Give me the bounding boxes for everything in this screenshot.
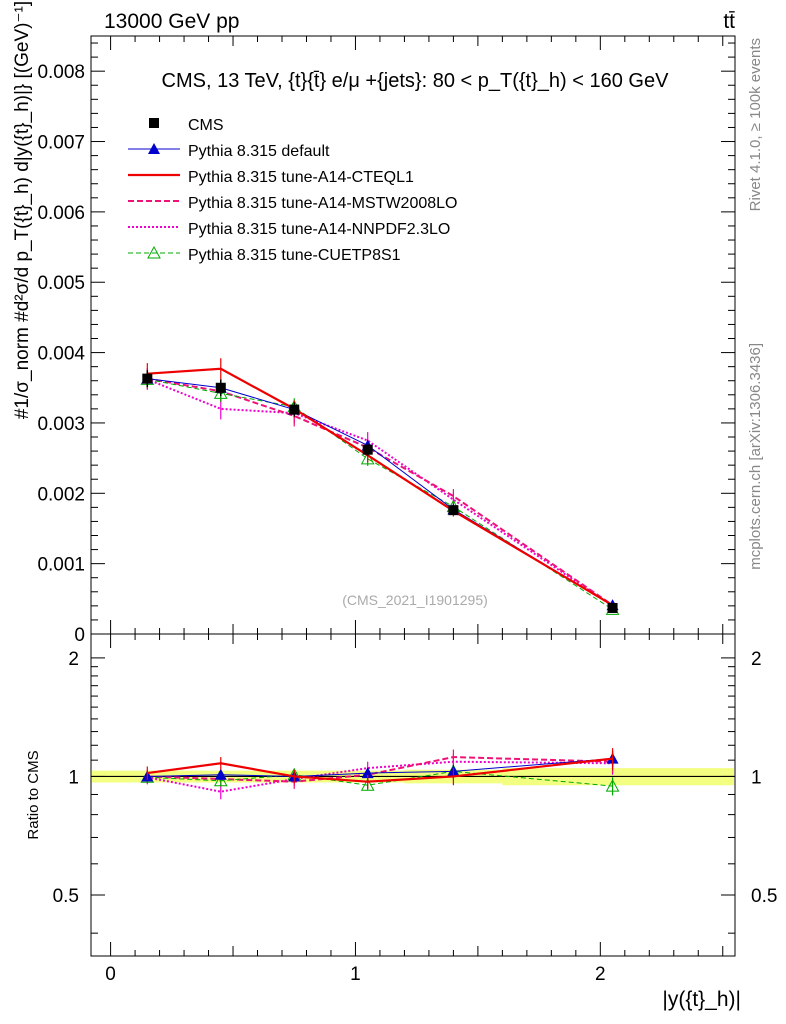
ratio-panel: 0.5 0.5 1 1 2 2 0 1 2 Ratio to CMS |y({t}_h)| — [25, 633, 777, 1011]
legend-marker-cuetp — [147, 245, 161, 259]
main-y-tick-label-5: 0.005 — [37, 273, 85, 294]
header-right-label: tt̄ — [723, 10, 735, 33]
legend-entry-nnpdf: Pythia 8.315 tune-A14-NNPDF2.3LO — [128, 221, 450, 238]
ratio-y-tick-label-1: 1 — [68, 767, 79, 788]
ratio-y-tick-label-right-1: 1 — [751, 767, 762, 788]
ratio-y-tick-label-2: 2 — [68, 649, 79, 670]
main-series-cteql1 — [146, 358, 614, 608]
main-y-tick-label-0: 0 — [74, 625, 85, 646]
main-axis-ticks: 0 0.001 0.002 0.003 0.004 0.005 0.006 0.007 0.00… — [37, 36, 735, 646]
ratio-y-axis-label: Ratio to CMS — [25, 750, 42, 839]
main-line-cteql1 — [147, 367, 614, 607]
ratio-series-cteql1 — [146, 748, 614, 789]
x-tick-label-1: 1 — [350, 964, 361, 985]
main-series-cuetp — [140, 370, 620, 615]
ratio-line-nnpdf — [147, 760, 613, 793]
main-line-cuetp — [147, 378, 613, 610]
main-point-cms-2 — [289, 404, 300, 415]
legend-label-cuetp: Pythia 8.315 tune-CUETP8S1 — [188, 247, 401, 264]
ratio-band — [91, 768, 735, 786]
analysis-watermark: (CMS_2021_I1901295) — [342, 592, 488, 608]
main-point-cms-3 — [362, 444, 373, 455]
main-y-tick-label-7: 0.007 — [37, 133, 85, 154]
main-y-tick-label-4: 0.004 — [37, 344, 85, 365]
ratio-point-cuetp-3 — [360, 778, 375, 791]
x-axis-label: |y({t}_h)| — [662, 988, 741, 1011]
ratio-series-layer — [140, 748, 620, 800]
main-series-default — [141, 372, 619, 611]
main-line-nnpdf — [146, 378, 614, 607]
ratio-axis-ticks: 0.5 0.5 1 1 2 2 0 1 2 — [53, 634, 777, 985]
ratio-y-tick-label-0: 0.5 — [53, 886, 79, 907]
x-tick-label-0: 0 — [105, 964, 116, 985]
legend-label-cms: CMS — [188, 117, 224, 134]
main-point-cms-5 — [607, 602, 618, 613]
main-y-tick-label-6: 0.006 — [37, 203, 85, 224]
main-y-tick-label-3: 0.003 — [37, 414, 85, 435]
legend-label-mstw: Pythia 8.315 tune-A14-MSTW2008LO — [188, 195, 457, 212]
mcplots-label: mcplots.cern.ch [arXiv:1306.3436] — [747, 343, 764, 570]
legend-label-default: Pythia 8.315 default — [188, 143, 330, 160]
legend-entry-cuetp: Pythia 8.315 tune-CUETP8S1 — [128, 245, 401, 264]
main-point-cms-1 — [215, 382, 226, 393]
legend: CMS Pythia 8.315 default Pythia 8.315 tune… — [128, 117, 457, 264]
ratio-point-default-1 — [214, 768, 227, 780]
main-point-cms-4 — [448, 505, 459, 516]
main-series-cms — [142, 370, 618, 613]
main-series-mstw — [146, 368, 614, 608]
main-line-default — [147, 378, 613, 606]
main-point-cuetp-1 — [213, 386, 228, 399]
main-series-layer — [140, 358, 620, 615]
x-tick-label-2: 2 — [595, 964, 606, 985]
main-y-tick-label-1: 0.001 — [37, 555, 85, 576]
legend-entry-cms: CMS — [149, 117, 224, 134]
main-y-axis-label: #1/σ_norm #d²σ/d p_T({t}_h) d|y({t}_h)|}… — [12, 1, 33, 419]
ratio-line-cteql1 — [147, 757, 613, 783]
header-left-label: 13000 GeV pp — [104, 10, 239, 33]
legend-marker-default — [148, 143, 160, 154]
legend-entry-default: Pythia 8.315 default — [128, 143, 330, 160]
main-y-tick-label-8: 0.008 — [37, 62, 85, 83]
legend-entry-mstw: Pythia 8.315 tune-A14-MSTW2008LO — [128, 195, 457, 212]
legend-entry-cteql1: Pythia 8.315 tune-A14-CTEQL1 — [128, 169, 414, 186]
legend-swatch-cms — [149, 118, 159, 128]
legend-label-cteql1: Pythia 8.315 tune-A14-CTEQL1 — [188, 169, 414, 186]
ratio-point-default-3 — [361, 767, 374, 779]
ratio-y-tick-label-right-2: 2 — [751, 649, 762, 670]
rivet-version-label: Rivet 4.1.0, ≥ 100k events — [747, 38, 764, 211]
ratio-point-cuetp-5 — [605, 779, 620, 792]
legend-label-nnpdf: Pythia 8.315 tune-A14-NNPDF2.3LO — [188, 221, 450, 238]
main-panel: 0 0.001 0.002 0.003 0.004 0.005 0.006 0.007 0.00… — [12, 1, 736, 646]
ratio-point-cuetp-1 — [213, 773, 228, 787]
ratio-line-default — [147, 758, 613, 777]
ratio-y-tick-label-right-0: 0.5 — [751, 886, 777, 907]
main-point-cms-0 — [142, 373, 153, 384]
main-y-tick-label-2: 0.002 — [37, 484, 85, 505]
main-line-mstw — [147, 377, 614, 606]
ratio-frame — [90, 633, 736, 957]
main-title: CMS, 13 TeV, {t}{t̄} e/μ +{jets}: 80 < p… — [162, 70, 670, 92]
main-series-nnpdf — [146, 368, 614, 608]
